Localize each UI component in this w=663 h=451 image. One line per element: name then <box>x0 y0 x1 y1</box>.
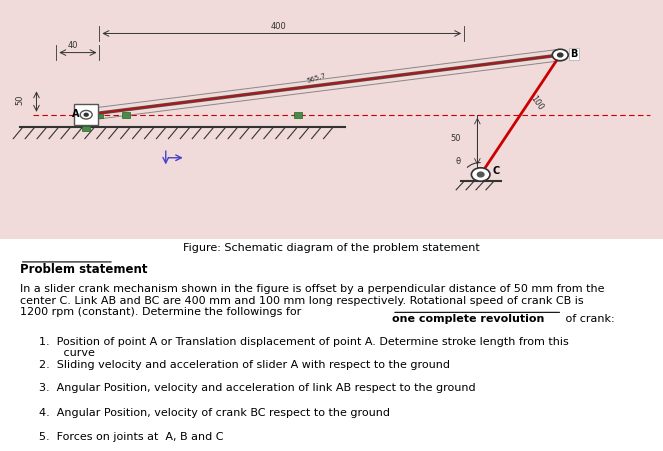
Text: B: B <box>570 49 577 59</box>
Bar <box>294 112 302 118</box>
Bar <box>122 112 130 118</box>
Text: 400: 400 <box>271 22 286 31</box>
Circle shape <box>552 49 568 61</box>
Text: Problem statement: Problem statement <box>20 263 147 276</box>
Text: 2.  Sliding velocity and acceleration of slider A with respect to the ground: 2. Sliding velocity and acceleration of … <box>39 360 450 370</box>
Bar <box>82 126 90 132</box>
Text: 40: 40 <box>68 41 78 50</box>
Circle shape <box>84 113 88 116</box>
Text: 1.  Position of point A or Translation displacement of point A. Determine stroke: 1. Position of point A or Translation di… <box>39 336 569 358</box>
Text: 50: 50 <box>15 94 25 105</box>
Text: C: C <box>493 166 500 176</box>
Bar <box>95 112 103 118</box>
Text: 5.  Forces on joints at  A, B and C: 5. Forces on joints at A, B and C <box>39 432 223 442</box>
Text: In a slider crank mechanism shown in the figure is offset by a perpendicular dis: In a slider crank mechanism shown in the… <box>20 284 604 318</box>
Text: of crank:: of crank: <box>562 314 615 324</box>
Circle shape <box>80 110 92 119</box>
Text: A: A <box>72 109 79 119</box>
Text: 3.  Angular Position, velocity and acceleration of link AB respect to the ground: 3. Angular Position, velocity and accele… <box>39 383 476 393</box>
Text: one complete revolution: one complete revolution <box>392 314 544 324</box>
Text: θ: θ <box>455 157 461 166</box>
Text: 50: 50 <box>450 134 461 143</box>
Circle shape <box>471 168 490 181</box>
Text: 4.  Angular Position, velocity of crank BC respect to the ground: 4. Angular Position, velocity of crank B… <box>39 408 391 419</box>
Circle shape <box>477 172 484 177</box>
Text: 100: 100 <box>529 94 545 112</box>
Bar <box>74 104 98 125</box>
Circle shape <box>558 53 563 57</box>
Bar <box>477 172 485 178</box>
Text: Figure: Schematic diagram of the problem statement: Figure: Schematic diagram of the problem… <box>183 243 480 253</box>
Text: 565.7: 565.7 <box>306 72 327 83</box>
